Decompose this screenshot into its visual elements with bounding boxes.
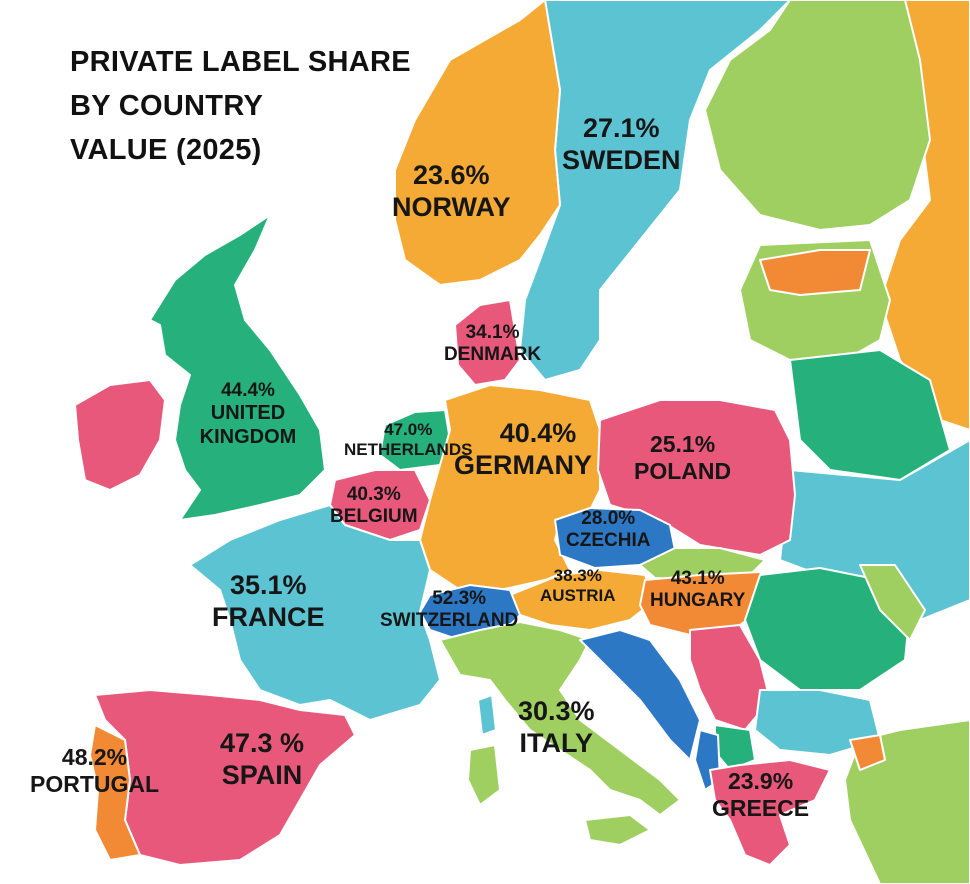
hungary-value: 43.1% <box>670 568 725 589</box>
label-uk: 44.4% UNITED KINGDOM <box>188 380 308 450</box>
uk-name: UNITED KINGDOM <box>199 402 297 448</box>
denmark-value: 34.1% <box>465 322 520 343</box>
france-value: 35.1% <box>229 570 307 600</box>
region-sicily <box>584 814 651 846</box>
uk-value: 44.4% <box>221 380 275 401</box>
portugal-value: 48.2% <box>61 744 128 770</box>
label-italy: 30.3% ITALY <box>518 696 595 760</box>
poland-value: 25.1% <box>649 431 716 457</box>
label-austria: 38.3% AUSTRIA <box>540 566 616 606</box>
label-portugal: 48.2% PORTUGAL <box>30 744 159 798</box>
austria-name: AUSTRIA <box>540 586 616 606</box>
region-baltics-orange <box>759 249 871 296</box>
label-france: 35.1% FRANCE <box>212 570 325 634</box>
france-name: FRANCE <box>212 601 325 632</box>
netherlands-value: 47.0% <box>384 420 433 439</box>
label-netherlands: 47.0% NETHERLANDS <box>344 420 472 460</box>
title-line-2: BY COUNTRY <box>70 90 264 122</box>
title-line-1: PRIVATE LABEL SHARE <box>70 46 411 78</box>
region-uk <box>149 214 326 521</box>
portugal-name: PORTUGAL <box>30 771 160 798</box>
region-portugal <box>89 724 141 861</box>
region-ireland <box>74 379 166 491</box>
label-belgium: 40.3% BELGIUM <box>330 484 418 529</box>
region-balkans-west <box>579 629 701 761</box>
map-title: PRIVATE LABEL SHARE BY COUNTRY VALUE (20… <box>70 40 411 172</box>
spain-value: 47.3 % <box>220 728 305 758</box>
region-italy <box>439 621 681 816</box>
region-france <box>189 504 441 721</box>
title-line-3: VALUE (2025) <box>70 134 262 166</box>
label-poland: 25.1% POLAND <box>634 431 731 485</box>
switzerland-value: 52.3% <box>432 588 487 609</box>
label-denmark: 34.1% DENMARK <box>444 322 541 367</box>
italy-name: ITALY <box>519 727 594 758</box>
region-turkey-west <box>849 734 886 771</box>
label-switzerland: 52.3% SWITZERLAND <box>380 588 518 633</box>
region-romania <box>744 567 911 691</box>
sweden-name: SWEDEN <box>562 144 681 175</box>
belgium-name: BELGIUM <box>330 506 418 528</box>
poland-name: POLAND <box>634 458 732 485</box>
region-germany <box>419 384 601 591</box>
austria-value: 38.3% <box>553 566 602 585</box>
czechia-value: 28.0% <box>581 508 636 529</box>
belgium-value: 40.3% <box>346 484 401 505</box>
label-sweden: 27.1% SWEDEN <box>562 113 681 177</box>
label-hungary: 43.1% HUNGARY <box>650 568 745 613</box>
hungary-name: HUNGARY <box>650 590 746 612</box>
germany-value: 40.4% <box>499 418 577 448</box>
region-norway <box>394 0 561 286</box>
czechia-name: CZECHIA <box>566 530 651 552</box>
region-moldova <box>859 564 926 641</box>
label-greece: 23.9% GREECE <box>712 768 809 822</box>
greece-value: 23.9% <box>727 768 794 794</box>
greece-name: GREECE <box>712 795 810 822</box>
label-spain: 47.3 % SPAIN <box>220 728 304 792</box>
region-greece <box>709 759 831 866</box>
region-poland <box>597 399 796 556</box>
label-germany: 40.4% GERMANY <box>454 418 592 482</box>
norway-name: NORWAY <box>392 191 511 222</box>
region-finland <box>704 0 931 231</box>
region-corsica <box>477 694 497 736</box>
sweden-value: 27.1% <box>582 113 660 143</box>
italy-value: 30.3% <box>518 696 595 726</box>
norway-value: 23.6% <box>412 160 490 190</box>
region-denmark <box>454 299 521 386</box>
label-czechia: 28.0% CZECHIA <box>566 508 650 553</box>
denmark-name: DENMARK <box>444 344 542 366</box>
region-sardinia <box>467 744 501 806</box>
germany-name: GERMANY <box>454 449 593 480</box>
switzerland-name: SWITZERLAND <box>380 610 519 632</box>
netherlands-name: NETHERLANDS <box>344 440 473 460</box>
spain-name: SPAIN <box>221 759 303 790</box>
label-norway: 23.6% NORWAY <box>392 160 511 224</box>
